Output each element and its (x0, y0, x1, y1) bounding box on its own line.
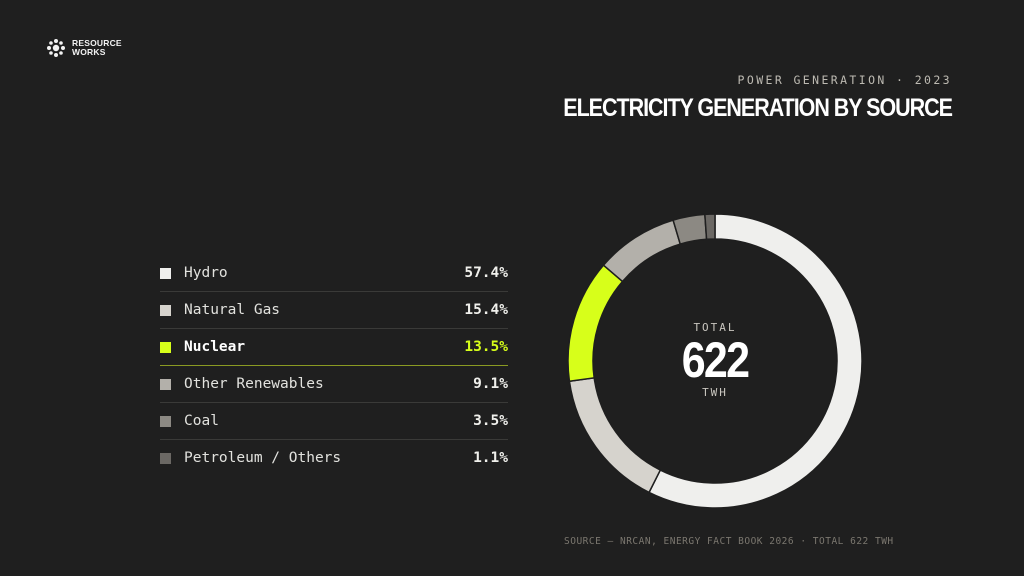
legend-value: 57.4% (464, 265, 508, 281)
chart-title: ELECTRICITY GENERATION BY SOURCE (563, 94, 953, 122)
donut-center: TOTAL 622 TWH (565, 321, 865, 399)
legend-label: Coal (184, 413, 219, 429)
legend-value: 3.5% (473, 413, 508, 429)
donut-slice-other-renewables (602, 219, 682, 283)
brand-name: RESOURCE WORKS (72, 39, 122, 57)
donut-chart (567, 213, 863, 509)
donut-slice-hydro (648, 213, 863, 509)
eyebrow-label: POWER GENERATION · 2023 (737, 73, 952, 87)
legend-value: 9.1% (473, 376, 508, 392)
legend-swatch (160, 415, 171, 427)
legend-row: Nuclear 13.5% (160, 329, 508, 366)
legend-swatch (160, 267, 171, 279)
legend-swatch (160, 378, 171, 390)
legend-row: Hydro 57.4% (160, 255, 508, 292)
legend-row: Petroleum / Others 1.1% (160, 440, 508, 476)
logo-icon (47, 39, 65, 57)
legend-label: Other Renewables (184, 376, 324, 392)
legend-swatch (160, 304, 171, 316)
donut-slice-petroleum-others (704, 213, 716, 241)
source-note: SOURCE — NRCAN, ENERGY FACT BOOK 2026 · … (564, 536, 894, 547)
chart-legend: Hydro 57.4% Natural Gas 15.4% Nuclear 13.5% Ot… (160, 255, 508, 476)
legend-label: Petroleum / Others (184, 450, 342, 466)
legend-value: 13.5% (464, 339, 508, 355)
legend-value: 15.4% (464, 302, 508, 318)
legend-row: Coal 3.5% (160, 403, 508, 440)
brand-logo: RESOURCE WORKS (46, 38, 122, 58)
total-label: TOTAL (693, 321, 737, 334)
legend-label: Natural Gas (184, 302, 281, 318)
legend-value: 1.1% (473, 450, 508, 466)
legend-row: Natural Gas 15.4% (160, 292, 508, 329)
legend-swatch (160, 452, 171, 464)
total-unit: TWH (702, 386, 728, 399)
legend-label: Hydro (184, 265, 228, 281)
legend-row: Other Renewables 9.1% (160, 366, 508, 403)
brand-line-2: WORKS (72, 47, 106, 57)
legend-swatch (160, 341, 171, 353)
total-value: 622 (681, 332, 750, 388)
brand-line-1: RESOURCE (72, 38, 122, 48)
legend-label: Nuclear (184, 339, 246, 355)
donut-slice-coal (672, 213, 708, 245)
